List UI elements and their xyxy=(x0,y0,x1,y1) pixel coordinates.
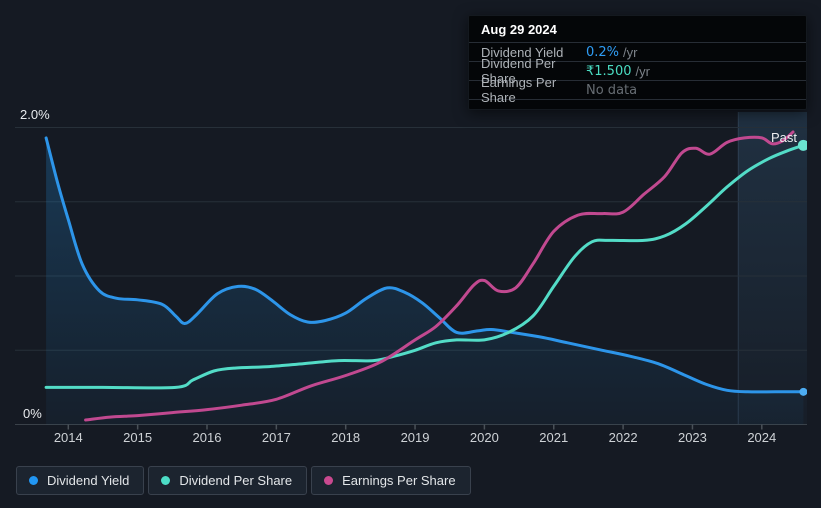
x-axis-year-label: 2024 xyxy=(747,430,777,445)
legend-label: Dividend Yield xyxy=(47,473,130,488)
series-line-1 xyxy=(44,143,805,390)
tooltip-label: Earnings Per Share xyxy=(481,75,557,105)
tooltip-value-suffix: /yr xyxy=(635,63,650,79)
x-axis-year-label: 2016 xyxy=(192,430,222,445)
dividend-yield-series-dot-icon xyxy=(29,476,38,485)
tooltip-value-suffix: /yr xyxy=(623,44,638,60)
legend-item-earnings-per-share[interactable]: Earnings Per Share xyxy=(311,466,471,495)
tooltip-row-dividend-per-share: Dividend Per Share ₹1.500 /yr xyxy=(469,56,806,86)
x-axis-year-label: 2018 xyxy=(331,430,361,445)
tooltip-label: Dividend Yield xyxy=(481,44,564,60)
x-axis-year-label: 2015 xyxy=(123,430,153,445)
tooltip-date: Aug 29 2024 xyxy=(481,22,557,37)
x-axis-year-label: 2014 xyxy=(53,430,83,445)
tooltip-label: Dividend Per Share xyxy=(481,56,556,86)
y-axis-label-zero: 0% xyxy=(23,406,42,421)
x-axis-year-label: 2021 xyxy=(539,430,569,445)
dividend-per-share-series-dot-icon xyxy=(161,476,171,485)
chart-tooltip: Aug 29 2024 Dividend Yield 0.2% /yr Divi… xyxy=(468,15,807,110)
y-axis-label-top: 2.0% xyxy=(20,107,50,122)
tooltip-row-dividend-yield: Dividend Yield 0.2% /yr xyxy=(469,42,806,61)
legend-item-dividend-per-share[interactable]: Dividend Per Share xyxy=(148,466,308,495)
chart-legend: Dividend Yield Dividend Per Share Earnin… xyxy=(16,466,471,495)
tooltip-footer xyxy=(469,99,806,109)
tooltip-value: 0.2% xyxy=(586,44,620,60)
x-axis-year-label: 2017 xyxy=(261,430,291,445)
series-line-2 xyxy=(84,130,795,422)
legend-label: Dividend Per Share xyxy=(179,473,293,488)
earnings-per-share-series-dot-icon xyxy=(324,476,334,485)
tooltip-value: No data xyxy=(586,82,638,98)
past-region-band xyxy=(738,112,807,425)
legend-item-dividend-yield[interactable]: Dividend Yield xyxy=(16,466,145,495)
legend-label: Earnings Per Share xyxy=(342,473,456,488)
series-end-dot-0 xyxy=(799,387,807,396)
x-axis-year-label: 2020 xyxy=(469,430,499,445)
tooltip-row-earnings-per-share: Earnings Per Share No data xyxy=(469,75,806,105)
past-region-label: Past xyxy=(770,130,797,145)
series-line-0 xyxy=(44,136,805,394)
x-axis-year-label: 2019 xyxy=(400,430,430,445)
x-axis-year-label: 2023 xyxy=(677,430,707,445)
dividend-yield-area xyxy=(46,137,804,425)
x-axis-year-label: 2022 xyxy=(608,430,638,445)
tooltip-value: ₹1.500 xyxy=(586,63,632,79)
series-end-dot-1 xyxy=(797,139,807,151)
